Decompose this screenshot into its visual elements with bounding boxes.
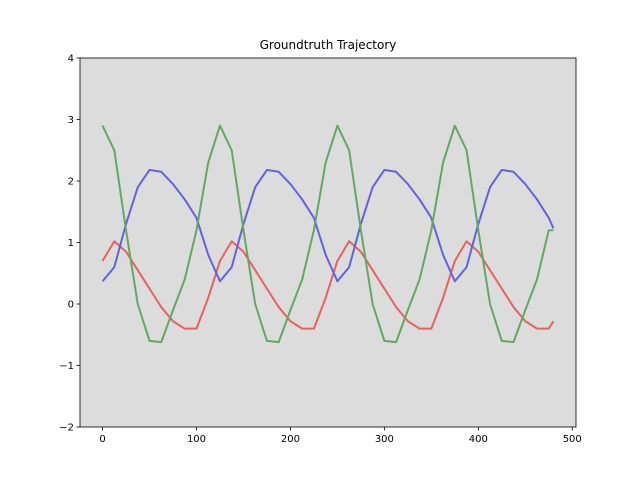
y-tick-label: 3 bbox=[68, 115, 74, 126]
y-tick-label: −2 bbox=[59, 423, 74, 434]
x-tick-label: 100 bbox=[187, 434, 206, 445]
x-tick-label: 400 bbox=[469, 434, 488, 445]
x-tick-label: 300 bbox=[375, 434, 394, 445]
plot-background bbox=[80, 58, 576, 427]
chart-title: Groundtruth Trajectory bbox=[260, 38, 397, 52]
x-tick-label: 500 bbox=[563, 434, 582, 445]
x-tick-label: 0 bbox=[99, 434, 105, 445]
y-tick-label: −1 bbox=[59, 361, 74, 372]
y-tick-label: 0 bbox=[68, 300, 74, 311]
x-tick-label: 200 bbox=[281, 434, 300, 445]
plot-frame bbox=[79, 57, 577, 428]
y-tick-label: 1 bbox=[68, 238, 74, 249]
series-line bbox=[101, 124, 554, 344]
y-tick-label: 2 bbox=[68, 177, 74, 188]
series-line bbox=[101, 168, 555, 283]
y-tick-label: 4 bbox=[68, 54, 74, 65]
